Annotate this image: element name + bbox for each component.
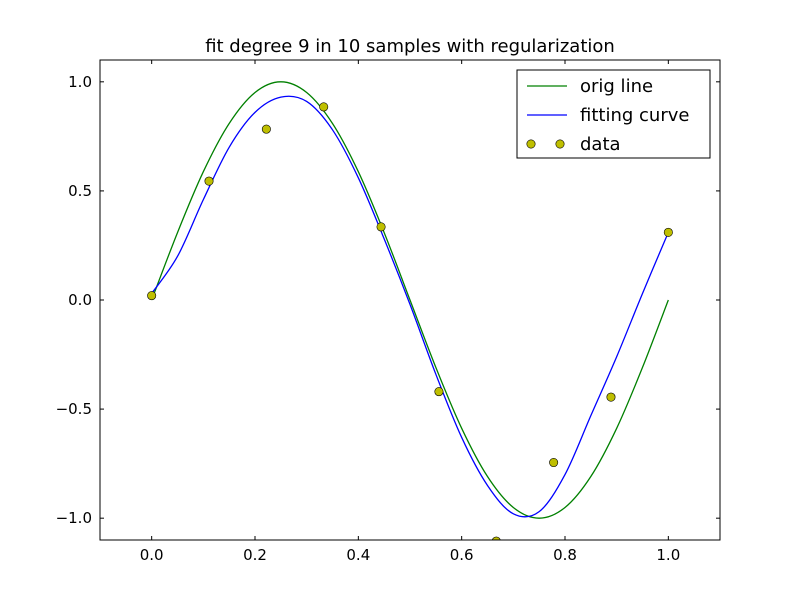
x-tick-label: 0.2 — [243, 546, 267, 564]
legend: orig line fitting curve data — [516, 69, 711, 159]
legend-marker-swatch — [555, 139, 565, 149]
data-point — [549, 458, 559, 468]
legend-box — [516, 69, 711, 159]
x-tick-label: 1.0 — [656, 546, 680, 564]
legend-label: fitting curve — [580, 105, 689, 126]
plot-area — [147, 81, 673, 540]
x-tick-label: 0.4 — [346, 546, 370, 564]
x-tick-label: 0.8 — [553, 546, 577, 564]
data-point — [663, 227, 673, 237]
legend-marker-swatch — [526, 139, 536, 149]
data-point — [261, 124, 271, 134]
axis-ticks: 0.0 0.2 0.4 0.6 0.8 1.0 −1.0 −0.5 0.0 0.5 1.0 — [56, 60, 720, 564]
y-tick-label: 0.5 — [68, 182, 92, 200]
data-point — [434, 387, 444, 397]
x-tick-label: 0.0 — [140, 546, 164, 564]
series-line-0 — [151, 81, 669, 519]
y-tick-label: −0.5 — [56, 400, 92, 418]
data-point — [376, 222, 386, 232]
legend-label: data — [580, 134, 621, 155]
data-point — [491, 536, 501, 540]
y-tick-label: 0.0 — [68, 291, 92, 309]
series-line-1 — [151, 95, 669, 518]
x-tick-label: 0.6 — [450, 546, 474, 564]
y-tick-label: −1.0 — [56, 509, 92, 527]
legend-label: orig line — [580, 76, 653, 97]
data-point — [204, 176, 214, 186]
data-point — [147, 291, 157, 301]
data-point — [319, 102, 329, 112]
chart-title: fit degree 9 in 10 samples with regulari… — [205, 36, 615, 57]
y-tick-label: 1.0 — [68, 73, 92, 91]
data-point — [606, 392, 616, 402]
